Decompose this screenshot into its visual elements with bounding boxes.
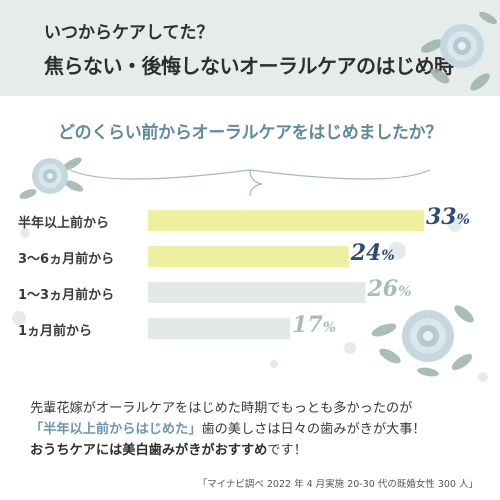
summary-line-3: おうちケアには美白歯みがきがおすすめです！ — [30, 440, 480, 461]
rose-left — [19, 157, 84, 199]
summary-line-3-end: です！ — [267, 443, 307, 458]
category-label: 3〜6ヵ月前から — [18, 252, 115, 267]
category-label: 半年以上前から — [18, 216, 110, 231]
bar-0 — [148, 210, 424, 231]
leaf-icon — [420, 11, 497, 91]
value-number: 26 — [367, 276, 399, 302]
bar-3 — [148, 318, 291, 339]
rose-bouquet-top-right — [420, 11, 497, 91]
rose-icon — [32, 158, 68, 194]
summary-highlight: 「半年以上前からはじめた」 — [30, 422, 202, 437]
value-number: 33 — [426, 204, 457, 230]
survey-question: どのくらい前からオーラルケアをはじめましたか？ — [57, 123, 443, 143]
summary-recommendation: おうちケアには美白歯みがきがおすすめ — [30, 443, 268, 458]
bar-2 — [148, 282, 366, 303]
decor-dot — [478, 372, 488, 382]
leaf-icon — [19, 157, 84, 199]
decor-dot — [20, 228, 30, 238]
summary-text: 先輩花嫁がオーラルケアをはじめた時期でもっとも多かったのが 「半年以上前からはじ… — [30, 398, 480, 461]
value-unit: % — [381, 248, 395, 264]
rose-icon — [440, 24, 484, 68]
summary-line-2-rest: 歯の美しさは日々の歯みがきが大事！ — [201, 422, 426, 437]
decor-dot — [388, 242, 406, 260]
value-number: 17 — [292, 312, 323, 338]
rose-icon — [402, 310, 454, 362]
rose-bouquet-right — [371, 305, 474, 377]
value-unit: % — [456, 212, 470, 228]
leaf-icon — [371, 305, 474, 377]
decor-dot — [270, 360, 278, 368]
value-label: 26% — [367, 276, 411, 302]
value-label: 17% — [292, 312, 336, 338]
value-label: 33% — [426, 204, 470, 230]
value-unit: % — [398, 284, 412, 300]
header-subtitle: いつからケアしてた？ — [44, 23, 214, 43]
decor-dot — [448, 218, 462, 232]
value-number: 24 — [350, 240, 382, 266]
decor-dot — [12, 311, 26, 325]
bar-1 — [148, 246, 349, 267]
value-unit: % — [322, 320, 337, 336]
summary-line-2: 「半年以上前からはじめた」歯の美しさは日々の歯みがきが大事！ — [30, 419, 480, 440]
header-title: 焦らない・後悔しないオーラルケアのはじめ時 — [44, 54, 454, 78]
summary-line-1: 先輩花嫁がオーラルケアをはじめた時期でもっとも多かったのが — [30, 401, 413, 416]
category-label: 1〜3ヵ月前から — [18, 288, 115, 303]
header-band: いつからケアしてた？ 焦らない・後悔しないオーラルケアのはじめ時 — [0, 0, 500, 96]
source-note: 「マイナビ調べ 2022 年 4 月実施 20-30 代の既婚女性 300 人」 — [197, 479, 478, 490]
category-label: 1ヵ月前から — [18, 324, 93, 339]
decor-dot — [344, 342, 356, 354]
value-label: 24% — [351, 240, 395, 266]
question-divider — [69, 169, 431, 197]
